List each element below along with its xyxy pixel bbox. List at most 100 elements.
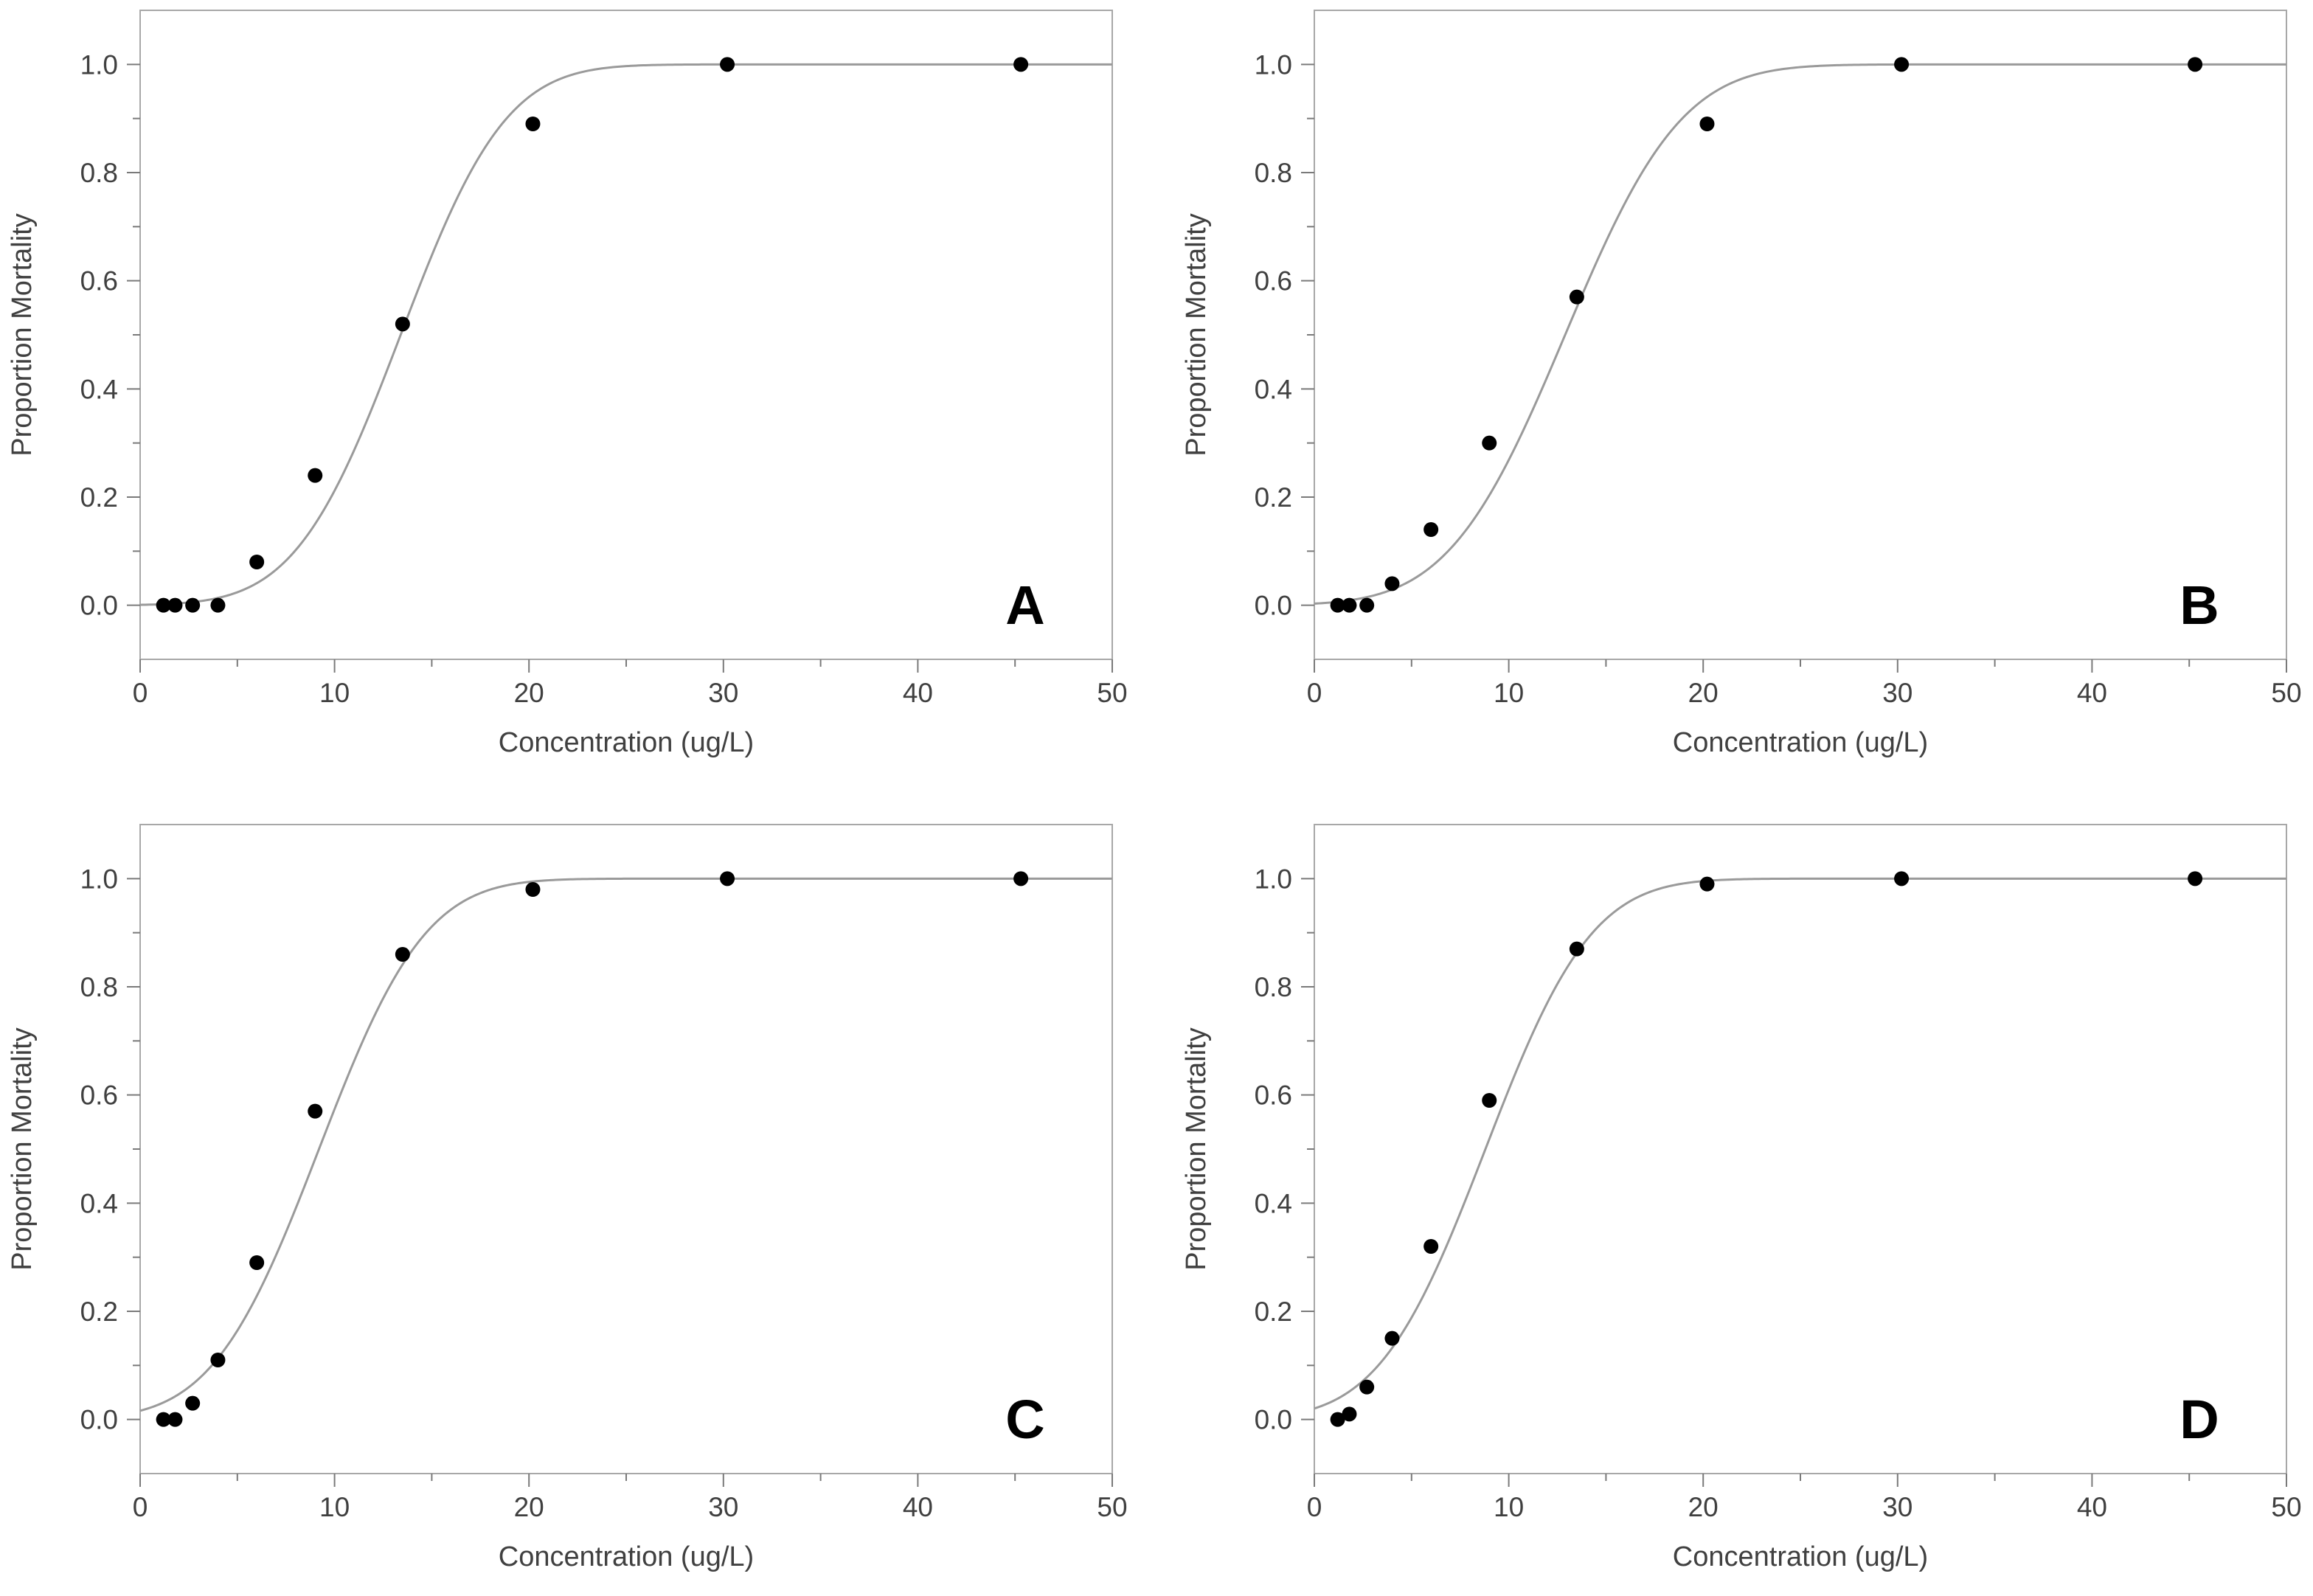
x-tick-label: 40 — [2077, 678, 2107, 708]
plot-frame — [1314, 10, 2287, 660]
data-point — [1699, 876, 1715, 892]
data-point — [2188, 57, 2203, 72]
y-tick-label: 0.4 — [80, 374, 118, 404]
data-point — [1423, 1239, 1439, 1254]
y-tick-label: 0.8 — [80, 158, 118, 188]
x-tick-label: 0 — [133, 678, 148, 708]
data-point — [156, 1412, 171, 1427]
data-point — [1359, 597, 1375, 613]
data-point — [720, 57, 735, 72]
x-tick-label: 10 — [319, 678, 350, 708]
fitted-curve — [139, 63, 1112, 606]
data-point — [185, 597, 201, 613]
y-tick-label: 0.6 — [80, 1080, 118, 1111]
data-point — [1894, 871, 1910, 887]
data-point — [1482, 1093, 1497, 1108]
panel-letter: A — [1005, 575, 1044, 636]
axis-ticks: 0 10 20 30 40 50 0.0 0.2 0.4 0.6 0.8 1.0 — [1255, 864, 2302, 1522]
data-point — [1013, 871, 1029, 887]
y-tick-label: 0.8 — [1255, 158, 1292, 188]
y-tick-label: 0.4 — [1255, 1188, 1292, 1218]
panel-a: 0 10 20 30 40 50 0.0 0.2 0.4 0.6 0.8 1.0 Concentrat… — [7, 10, 1128, 758]
plot-frame — [1314, 824, 2287, 1474]
y-tick-label: 0.6 — [1255, 266, 1292, 296]
data-point — [1330, 597, 1345, 613]
data-point — [1359, 1379, 1375, 1395]
y-tick-label: 0.8 — [1255, 972, 1292, 1002]
y-axis-label: Proportion Mortality — [1181, 213, 1212, 456]
x-tick-label: 30 — [708, 678, 738, 708]
data-point — [1482, 435, 1497, 451]
data-point — [249, 1255, 265, 1270]
y-axis-label: Proportion Mortality — [1181, 1027, 1212, 1270]
y-tick-label: 1.0 — [1255, 49, 1292, 80]
x-tick-label: 10 — [1494, 1492, 1524, 1522]
x-tick-label: 20 — [514, 1492, 544, 1522]
x-axis-label: Concentration (ug/L) — [1673, 1541, 1928, 1572]
panel-d: 0 10 20 30 40 50 0.0 0.2 0.4 0.6 0.8 1.0 Concentrat… — [1181, 824, 2302, 1572]
y-axis-label: Proportion Mortality — [7, 213, 38, 456]
data-point — [1569, 289, 1584, 305]
x-tick-label: 0 — [1307, 678, 1322, 708]
y-tick-label: 0.0 — [80, 1405, 118, 1435]
data-point — [167, 597, 183, 613]
y-tick-label: 1.0 — [80, 49, 118, 80]
data-point — [156, 597, 171, 613]
y-tick-label: 0.2 — [80, 1297, 118, 1327]
x-tick-label: 0 — [133, 1492, 148, 1522]
x-tick-label: 20 — [1688, 678, 1719, 708]
panel-b: 0 10 20 30 40 50 0.0 0.2 0.4 0.6 0.8 1.0 Concentrat… — [1181, 10, 2302, 758]
data-point — [1894, 57, 1910, 72]
data-point — [1013, 57, 1029, 72]
panel-letter: D — [2180, 1389, 2219, 1450]
data-point — [1342, 1406, 1357, 1422]
x-tick-label: 50 — [1097, 1492, 1127, 1522]
axis-ticks: 0 10 20 30 40 50 0.0 0.2 0.4 0.6 0.8 1.0 — [1255, 49, 2302, 708]
plot-frame — [139, 824, 1113, 1474]
x-tick-label: 40 — [903, 678, 933, 708]
fitted-curve — [1314, 877, 2286, 1410]
x-tick-label: 30 — [1882, 1492, 1913, 1522]
y-tick-label: 1.0 — [80, 864, 118, 894]
y-axis-label: Proportion Mortality — [7, 1027, 38, 1270]
data-point — [1384, 576, 1400, 591]
data-point — [1330, 1412, 1345, 1427]
data-point — [395, 947, 410, 962]
data-points — [1330, 57, 2203, 613]
x-axis-label: Concentration (ug/L) — [499, 727, 754, 758]
data-point — [720, 871, 735, 887]
data-point — [308, 1103, 323, 1119]
fitted-curve — [1314, 63, 2286, 605]
data-point — [525, 882, 541, 897]
data-point — [210, 1353, 226, 1367]
x-axis-label: Concentration (ug/L) — [499, 1541, 754, 1572]
data-point — [308, 468, 323, 483]
panel-c: 0 10 20 30 40 50 0.0 0.2 0.4 0.6 0.8 1.0 Concentrat… — [7, 824, 1128, 1572]
data-points — [1330, 871, 2203, 1427]
y-tick-label: 0.0 — [80, 591, 118, 621]
y-tick-label: 0.2 — [1255, 482, 1292, 513]
panel-letter: C — [1005, 1389, 1044, 1450]
data-point — [210, 597, 226, 613]
data-point — [167, 1412, 183, 1427]
y-tick-label: 0.2 — [80, 482, 118, 513]
y-tick-label: 0.0 — [1255, 1405, 1292, 1435]
x-axis-label: Concentration (ug/L) — [1673, 727, 1928, 758]
axis-ticks: 0 10 20 30 40 50 0.0 0.2 0.4 0.6 0.8 1.0 — [80, 49, 1128, 708]
data-point — [185, 1395, 201, 1411]
data-point — [1569, 941, 1584, 957]
y-tick-label: 0.8 — [80, 972, 118, 1002]
y-tick-label: 0.6 — [80, 266, 118, 296]
x-tick-label: 30 — [1882, 678, 1913, 708]
x-tick-label: 20 — [1688, 1492, 1719, 1522]
y-tick-label: 1.0 — [1255, 864, 1292, 894]
data-point — [2188, 871, 2203, 887]
x-tick-label: 30 — [708, 1492, 738, 1522]
data-point — [249, 555, 265, 569]
y-tick-label: 0.0 — [1255, 591, 1292, 621]
data-point — [1423, 522, 1439, 537]
data-point — [1699, 117, 1715, 131]
x-tick-label: 40 — [903, 1492, 933, 1522]
y-tick-label: 0.2 — [1255, 1297, 1292, 1327]
